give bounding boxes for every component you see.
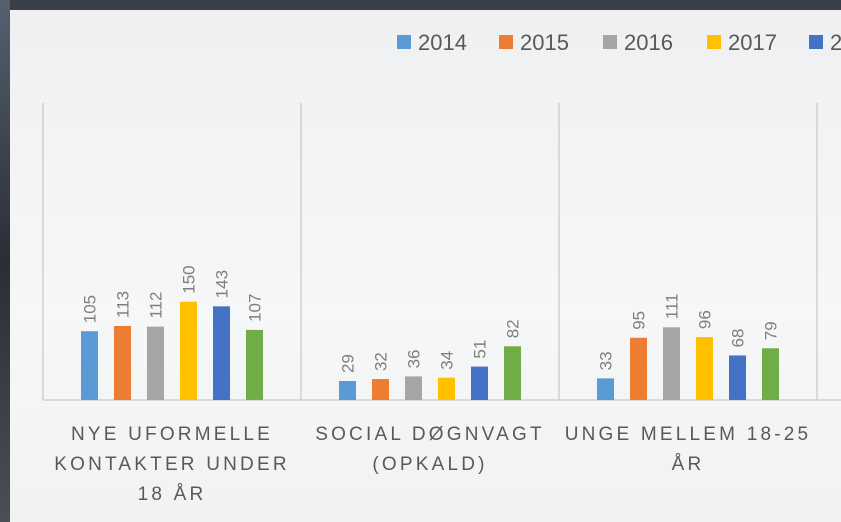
bar — [372, 379, 389, 400]
bar — [114, 326, 131, 400]
bar — [762, 348, 779, 400]
data-label: 32 — [372, 352, 391, 371]
bar — [405, 376, 422, 400]
bar — [339, 381, 356, 400]
bar — [471, 367, 488, 400]
legend-swatch — [499, 35, 513, 49]
data-label: 29 — [339, 354, 358, 373]
bar — [438, 378, 455, 400]
bar — [597, 378, 614, 400]
data-label: 113 — [114, 291, 133, 318]
bar — [213, 306, 230, 400]
bar — [147, 327, 164, 400]
data-label: 112 — [147, 292, 166, 319]
data-label: 150 — [180, 265, 199, 293]
bar — [696, 337, 713, 400]
x-tick-label: NYE UFORMELLE KONTAKTER UNDER 18 ÅR — [41, 420, 303, 510]
bar — [663, 327, 680, 400]
bar — [504, 346, 521, 400]
legend-swatch — [603, 35, 617, 49]
legend-label: 2 — [830, 30, 841, 55]
legend-swatch — [809, 35, 823, 49]
legend-label: 2016 — [624, 30, 673, 55]
data-label: 51 — [471, 340, 490, 359]
bar — [630, 338, 647, 400]
bar — [246, 330, 263, 400]
data-label: 111 — [663, 293, 682, 319]
data-label: 34 — [438, 351, 457, 370]
x-tick-label: UNGE MELLEM 18-25 ÅR — [557, 420, 819, 480]
data-label: 107 — [246, 294, 265, 322]
data-label: 143 — [213, 270, 232, 298]
data-label: 33 — [597, 351, 616, 370]
data-label: 82 — [504, 319, 523, 338]
legend-label: 2014 — [418, 30, 467, 55]
bar — [729, 355, 746, 400]
legend-swatch — [707, 35, 721, 49]
legend-label: 2015 — [520, 30, 569, 55]
x-tick-label: SOCIAL DØGNVAGT (OPKALD) — [299, 420, 561, 480]
data-label: 105 — [81, 295, 100, 323]
bar — [180, 302, 197, 400]
page: 2014 2015 2016 2017 2 105 113 112 150 143 107 29 32 3… — [0, 0, 841, 522]
data-label: 36 — [405, 349, 424, 368]
data-label: 96 — [696, 310, 715, 329]
data-label: 95 — [630, 311, 649, 330]
legend-swatch — [397, 35, 411, 49]
data-label: 79 — [762, 321, 781, 340]
data-label: 68 — [729, 329, 748, 348]
bar — [81, 331, 98, 400]
legend-label: 2017 — [728, 30, 777, 55]
